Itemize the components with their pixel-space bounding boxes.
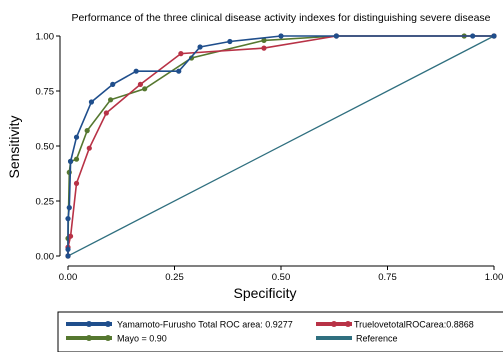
series-3 [67,35,495,257]
data-point [86,145,92,151]
data-point [73,180,80,186]
legend-marker [105,321,111,327]
legend-label: Yamamoto-Furusho Total ROC area: 0.9277 [117,320,293,330]
data-point [65,253,71,259]
data-point [261,45,267,51]
legend-entry: Mayo = 0.90 [66,334,167,344]
chart-title: Performance of the three clinical diseas… [71,12,490,24]
series-0 [65,33,497,259]
data-point [84,128,90,134]
legend-marker [86,321,92,327]
y-tick-label: 0.50 [36,142,55,153]
data-point [103,110,109,116]
x-tick-label: 0.50 [272,272,291,283]
series-line [67,35,494,256]
data-point [278,33,284,39]
legend-marker [86,335,92,341]
data-point [108,97,114,103]
data-point [65,216,71,222]
legend: Yamamoto-Furusho Total ROC area: 0.9277 T… [57,311,503,352]
legend-box [57,311,503,352]
x-tick-label: 0.00 [59,272,78,283]
x-tick-label: 0.75 [378,272,397,283]
series-layer [65,33,497,259]
data-point [65,246,71,252]
data-point [88,99,95,105]
data-point [66,205,72,211]
legend-marker [345,321,351,327]
data-point [197,44,203,50]
data-point [261,37,267,44]
data-point [73,156,80,162]
legend-entry: Yamamoto-Furusho Total ROC area: 0.9277 [66,320,293,330]
data-point [491,33,497,39]
y-axis-label: Sensitivity [6,115,22,178]
legend-label: TruelovetotalROCarea:0.8868 [354,320,474,330]
plot-area [60,28,503,266]
data-point [176,68,182,74]
data-point [137,81,144,87]
x-axis-label: Specificity [233,285,296,301]
y-tick-label: 0.00 [36,252,55,263]
legend-entry: TruelovetotalROCarea:0.8868 [316,320,474,330]
legend-label: Mayo = 0.90 [117,334,167,344]
data-point [110,81,116,87]
data-point [470,33,476,39]
legend-label: Reference [356,334,398,344]
legend-marker [105,335,111,341]
data-point [73,134,80,140]
x-tick-label: 1.00 [485,272,503,283]
axes: 0.00 0.25 0.50 0.75 1.00 0.00 0.25 0.50 0.75 1.00 [36,32,503,284]
data-point [67,233,74,239]
series-line [67,35,495,257]
data-point [67,158,74,164]
y-tick-label: 1.00 [36,32,55,43]
y-tick-label: 0.25 [36,197,55,208]
legend-entry: Reference [316,334,398,344]
data-point [133,68,139,74]
legend-marker [331,321,337,327]
x-tick-label: 0.25 [165,272,184,283]
data-point [227,38,233,45]
y-tick-label: 0.75 [36,87,55,98]
data-point [333,33,339,39]
data-point [142,86,148,92]
data-point [178,51,184,57]
